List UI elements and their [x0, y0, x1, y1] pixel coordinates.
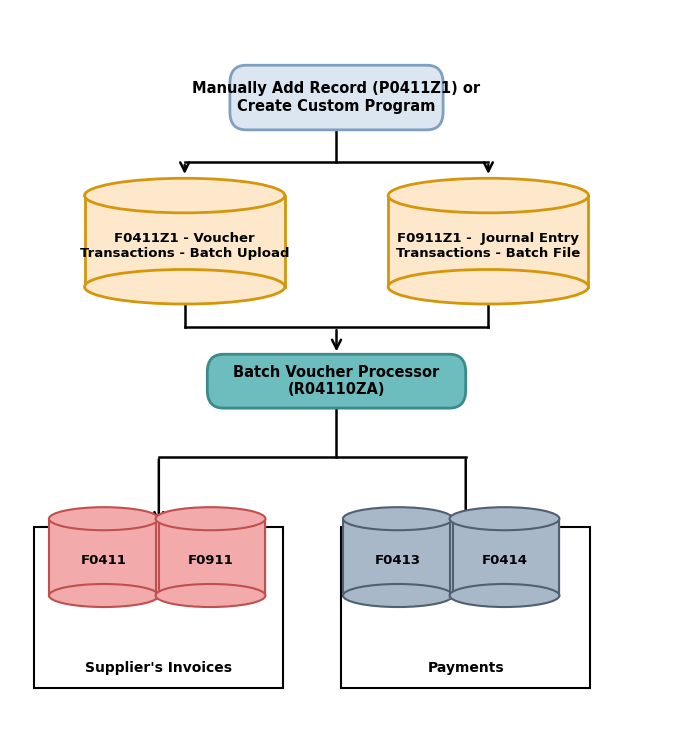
Text: F0413: F0413 — [375, 554, 421, 567]
Text: F0414: F0414 — [481, 554, 528, 567]
Ellipse shape — [388, 178, 588, 213]
Text: Supplier's Invoices: Supplier's Invoices — [85, 661, 232, 675]
Polygon shape — [85, 195, 285, 286]
Ellipse shape — [49, 584, 159, 607]
Text: F0911Z1 -  Journal Entry
Transactions - Batch File: F0911Z1 - Journal Entry Transactions - B… — [396, 233, 580, 260]
Text: Batch Voucher Processor
(R04110ZA): Batch Voucher Processor (R04110ZA) — [234, 365, 439, 397]
Polygon shape — [450, 518, 559, 595]
Bar — [34, 527, 283, 688]
Ellipse shape — [155, 584, 265, 607]
Bar — [341, 527, 590, 688]
Text: F0911: F0911 — [188, 554, 234, 567]
Polygon shape — [155, 518, 265, 595]
Ellipse shape — [450, 507, 559, 530]
Polygon shape — [49, 518, 159, 595]
Ellipse shape — [343, 507, 453, 530]
Text: F0411: F0411 — [81, 554, 127, 567]
Text: Payments: Payments — [427, 661, 504, 675]
Ellipse shape — [388, 269, 588, 304]
Polygon shape — [343, 518, 453, 595]
FancyBboxPatch shape — [207, 355, 466, 408]
FancyBboxPatch shape — [230, 65, 443, 130]
Ellipse shape — [85, 269, 285, 304]
Text: Manually Add Record (P0411Z1) or
Create Custom Program: Manually Add Record (P0411Z1) or Create … — [192, 82, 481, 114]
Ellipse shape — [155, 507, 265, 530]
Ellipse shape — [343, 584, 453, 607]
Ellipse shape — [49, 507, 159, 530]
Text: F0411Z1 - Voucher
Transactions - Batch Upload: F0411Z1 - Voucher Transactions - Batch U… — [80, 233, 289, 260]
Ellipse shape — [450, 584, 559, 607]
Polygon shape — [388, 195, 588, 286]
Ellipse shape — [85, 178, 285, 213]
